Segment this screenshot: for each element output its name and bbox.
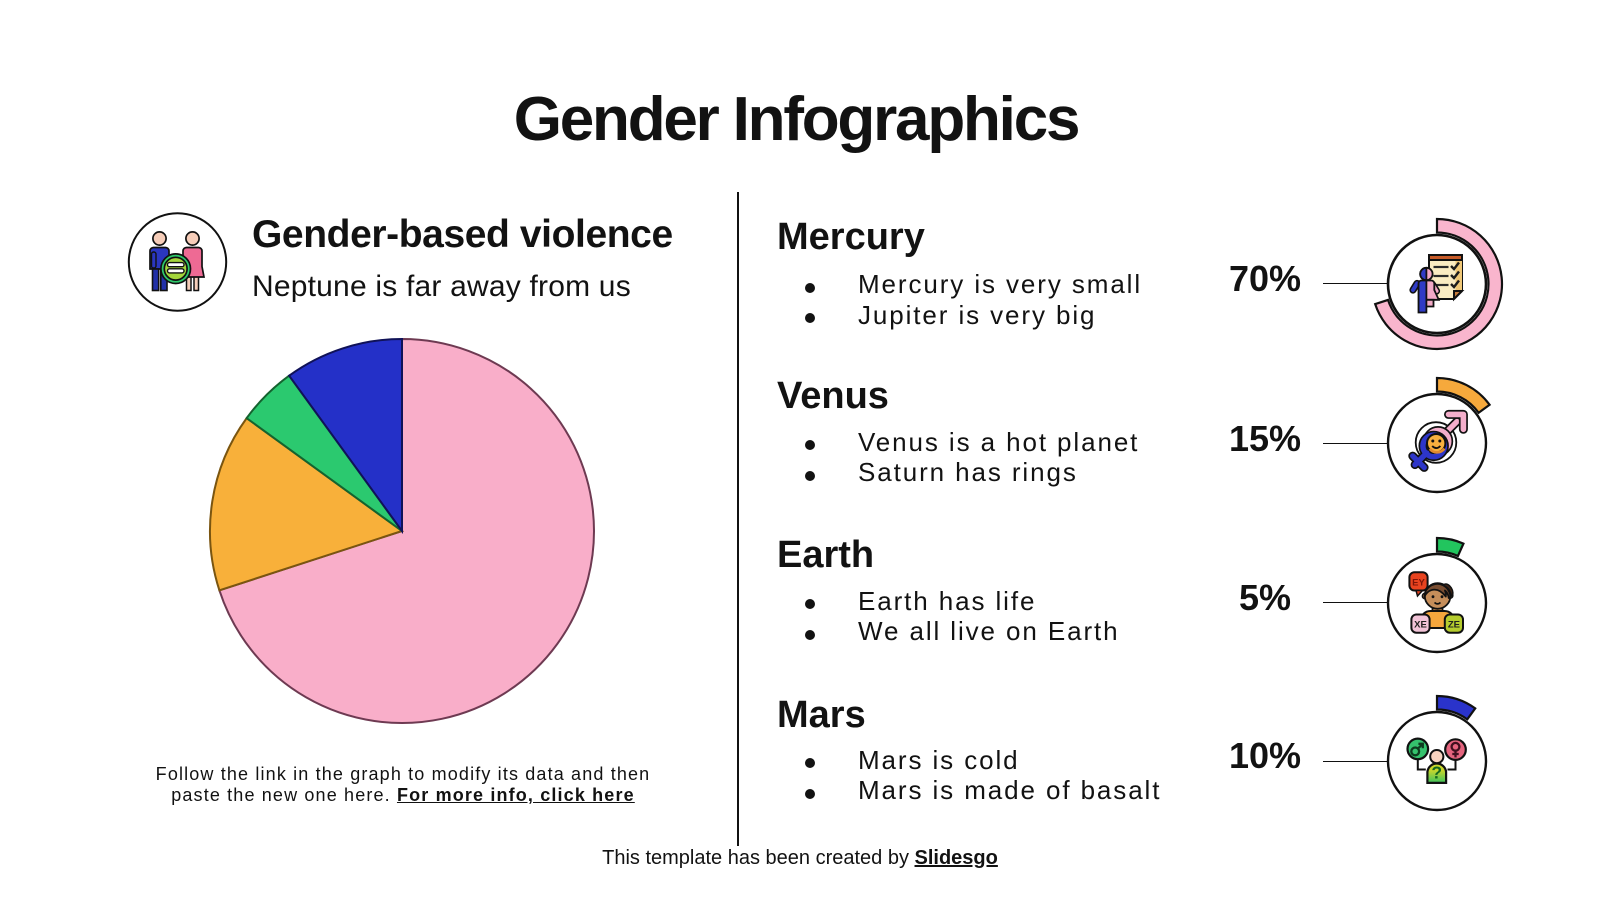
svg-text:ZE: ZE	[1448, 620, 1460, 631]
svg-text:?: ?	[1431, 763, 1442, 783]
svg-text:EY: EY	[1412, 577, 1425, 588]
svg-text:XE: XE	[1414, 620, 1427, 631]
